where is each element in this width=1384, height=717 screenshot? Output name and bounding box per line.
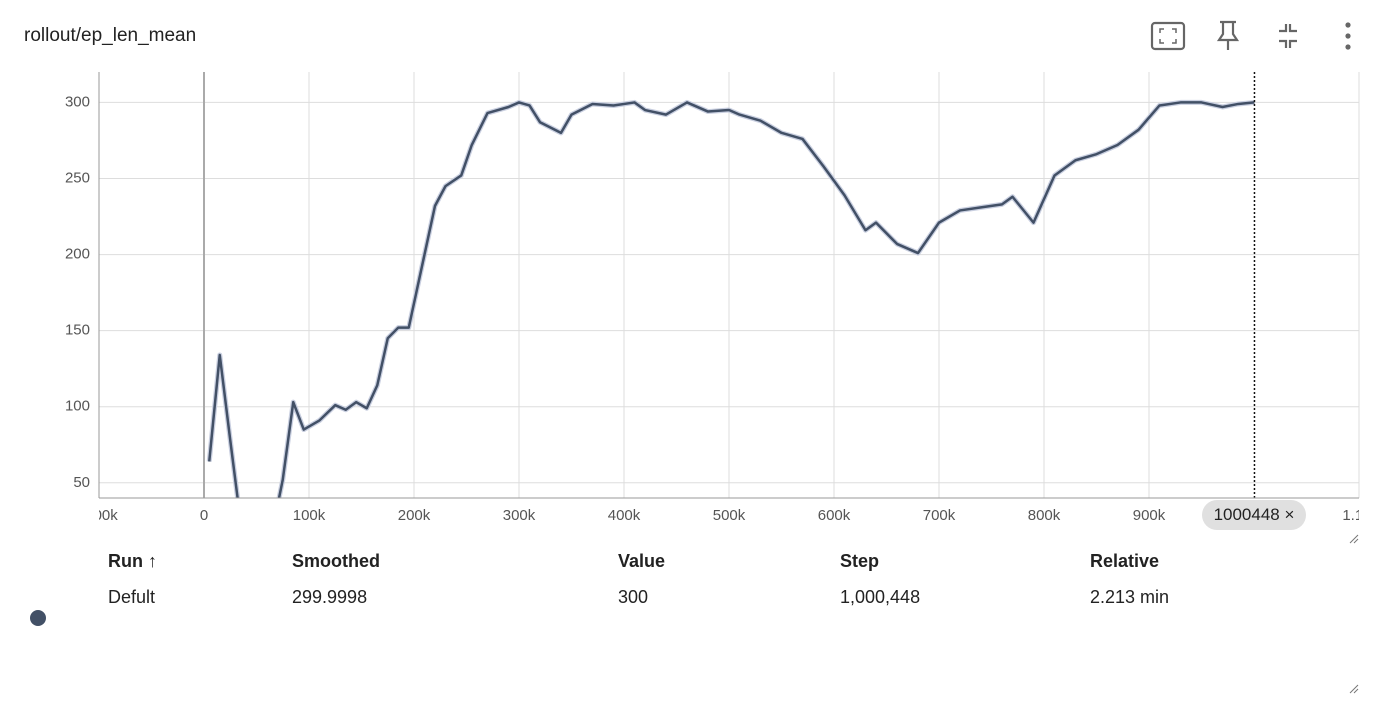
toolbar [1150,20,1297,51]
series-halo [206,99,1255,498]
run-color [30,610,46,626]
x-tick-label: 300k [503,507,536,524]
column-header[interactable]: Smoothed [292,551,380,571]
table-cell: 2.213 min [1090,587,1170,607]
column-header[interactable]: Relative [1090,551,1160,571]
pin-button[interactable] [1216,20,1240,50]
tick-labels: 50 100 150 200 250 300 [65,93,90,490]
table-cell: 1,000,448 [840,587,921,607]
column-header[interactable]: Run ↑ [108,551,157,571]
x-tick-label: 700k [923,507,956,524]
x-tick-label: 600k [818,507,851,524]
x-tick-label: 200k [398,507,431,524]
resize-handle[interactable] [1349,534,1359,694]
y-tick-label: 150 [65,322,90,339]
x-tick-label: 500k [713,507,746,524]
step-chip[interactable]: 1000448 × [1202,500,1306,530]
y-tick-label: 100 [65,398,90,415]
x-tick-label: 400k [608,507,641,524]
y-tick-label: 250 [65,169,90,186]
menu-button[interactable] [1345,22,1351,50]
run-name: Defult [108,587,156,607]
x-tick-label: 1.1M [1342,507,1375,524]
step-value: 1000448 [1213,505,1280,524]
collapse-button[interactable] [1279,24,1297,48]
series-line [208,101,1255,498]
grid [98,72,1360,498]
chip-close[interactable]: × [1284,505,1295,524]
y-tick-label: 300 [65,93,90,110]
card-title: rollout/ep_len_mean [24,25,197,46]
y-tick-label: 50 [73,474,90,491]
column-header[interactable]: Step [840,551,880,571]
table-cell: 300 [618,587,649,607]
x-tick-label: 100k [293,507,326,524]
x-tick-label: 800k [1028,507,1061,524]
column-header[interactable]: Value [618,551,666,571]
x-tick-label: 900k [1133,507,1166,524]
table-cell: 299.9998 [292,587,368,607]
x-tick-labels: -100k 0 100k 200k 300k 400k 500k 600k 700k 800k 90… [80,507,1375,524]
plot-area [206,72,1256,498]
x-tick-label: -100k [80,507,118,524]
fullscreen-button[interactable] [1150,21,1186,51]
y-tick-label: 200 [65,246,90,263]
x-tick-label: 0 [200,507,208,524]
